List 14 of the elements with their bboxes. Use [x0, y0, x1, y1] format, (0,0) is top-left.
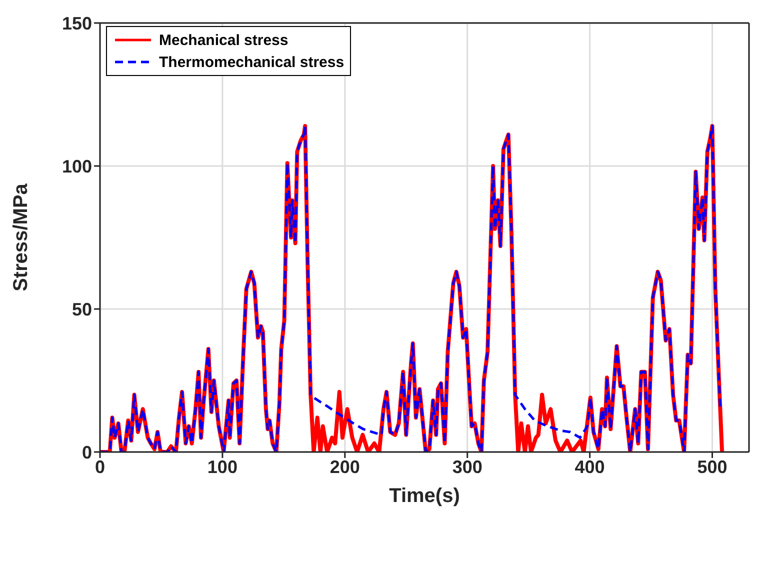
- y-tick-label: 0: [82, 442, 92, 462]
- y-tick-label: 150: [62, 13, 92, 34]
- legend-label: Thermomechanical stress: [159, 54, 344, 70]
- y-axis-title: Stress/MPa: [10, 182, 32, 292]
- x-tick-label: 100: [207, 456, 238, 477]
- legend-label: Mechanical stress: [159, 32, 288, 48]
- y-tick-label: 100: [62, 156, 92, 176]
- x-tick-label: 200: [330, 456, 360, 477]
- x-tick-label: 0: [94, 456, 106, 477]
- x-tick-label: 500: [697, 456, 728, 477]
- x-tick-label: 300: [452, 456, 482, 477]
- y-tick-label: 50: [72, 299, 92, 320]
- x-axis-title: Time(s): [389, 485, 460, 507]
- x-tick-label: 400: [574, 456, 605, 477]
